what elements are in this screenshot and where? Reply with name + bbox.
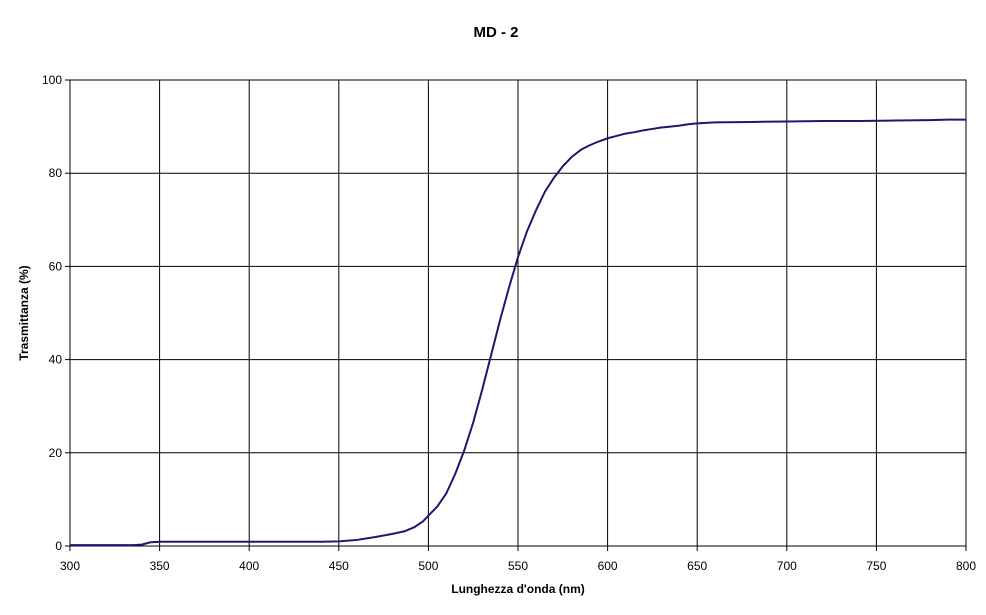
y-tick-label: 20: [49, 446, 63, 460]
y-tick-label: 100: [42, 73, 62, 87]
transmittance-series-line: [70, 118, 966, 547]
x-tick-label: 450: [329, 559, 349, 573]
x-axis-label: Lunghezza d'onda (nm): [451, 582, 585, 596]
x-tick-label: 400: [239, 559, 259, 573]
x-tick-label: 750: [866, 559, 886, 573]
y-tick-label: 40: [49, 353, 63, 367]
y-tick-label: 80: [49, 166, 63, 180]
x-tick-label: 800: [956, 559, 976, 573]
y-axis-ticks: 0 20 40 60 80 100: [42, 73, 70, 553]
x-tick-label: 350: [150, 559, 170, 573]
x-tick-label: 300: [60, 559, 80, 573]
x-tick-label: 650: [687, 559, 707, 573]
x-axis-ticks: 300 350 400 450 500 550 600 650 700 750 800: [60, 546, 976, 573]
x-tick-label: 500: [418, 559, 438, 573]
x-tick-label: 700: [777, 559, 797, 573]
y-tick-label: 60: [49, 259, 63, 273]
chart-title: MD - 2: [474, 24, 519, 41]
y-axis-label: Trasmittanza (%): [17, 265, 31, 360]
y-tick-label: 0: [55, 539, 62, 553]
x-tick-label: 550: [508, 559, 528, 573]
x-tick-label: 600: [598, 559, 618, 573]
